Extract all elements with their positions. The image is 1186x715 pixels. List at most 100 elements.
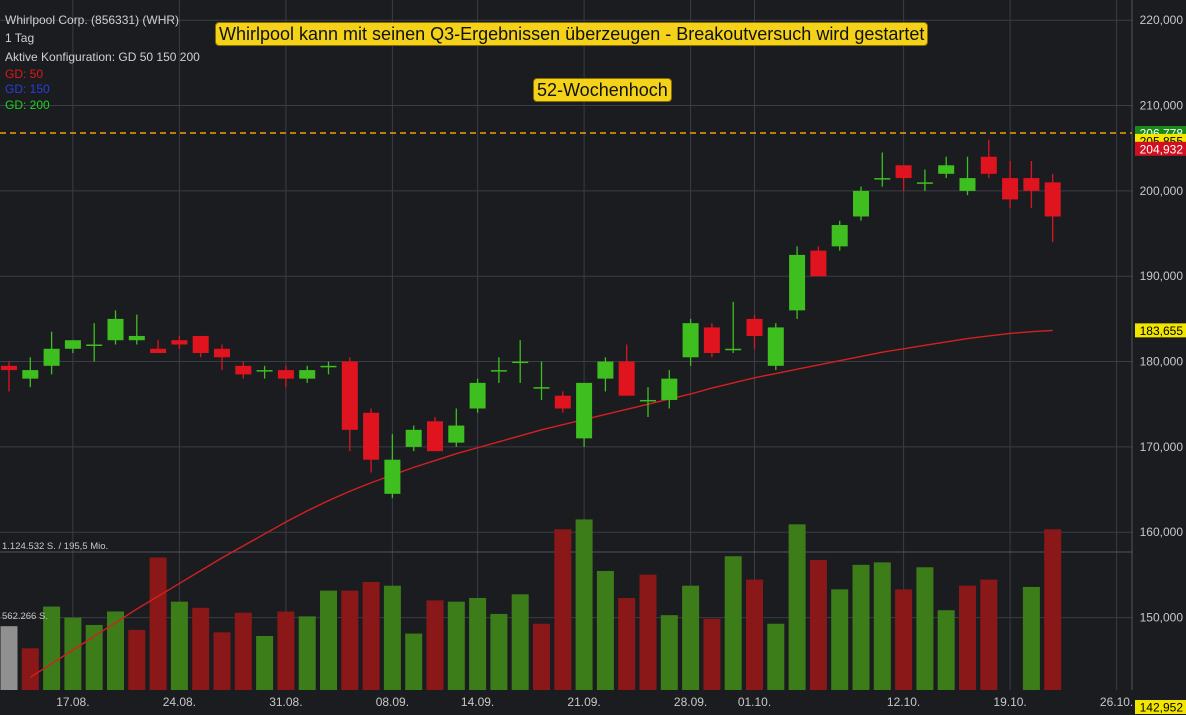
high-annotation: 52-Wochenhoch — [533, 78, 672, 102]
price-tick-label: 160,000 — [1140, 525, 1184, 539]
candle-body — [405, 429, 422, 447]
volume-bar — [809, 559, 827, 690]
instrument-title: Whirlpool Corp. (856331) (WHR) — [5, 13, 180, 27]
date-tick-label: 17.08. — [56, 695, 89, 709]
price-tag-label: 204,932 — [1140, 142, 1184, 156]
candle-body — [554, 395, 571, 409]
candle-body — [725, 348, 742, 351]
volume-bar — [511, 594, 529, 690]
volume-bar — [469, 597, 487, 690]
volume-max-label: 1.124.532 S. / 195,5 Mio. — [2, 541, 108, 552]
candle-body — [980, 156, 997, 174]
volume-bar — [724, 556, 742, 690]
candle-body — [703, 327, 720, 354]
date-tick-label: 01.10. — [738, 695, 771, 709]
candle-body — [1, 365, 17, 371]
candle-body — [938, 165, 955, 174]
volume-bar — [703, 618, 721, 690]
volume-bar — [895, 589, 913, 690]
candle-body — [107, 318, 124, 341]
price-tick-label: 170,000 — [1140, 440, 1184, 454]
ma200-legend: GD: 200 — [5, 98, 50, 112]
candle-body — [192, 335, 209, 354]
volume-bar — [192, 607, 210, 690]
volume-bar — [21, 648, 39, 690]
price-tick-label: 220,000 — [1140, 13, 1184, 27]
candle-body — [341, 361, 358, 430]
volume-bar — [596, 570, 614, 690]
candle-body — [789, 254, 806, 311]
candle-body — [640, 399, 656, 402]
volume-bar — [277, 611, 295, 690]
date-tick-label: 26.10. — [1100, 695, 1133, 709]
candle-body — [299, 370, 316, 379]
candle-body — [1002, 178, 1019, 200]
volume-bar — [383, 585, 401, 690]
price-tag-label: 142,952 — [1140, 701, 1184, 715]
price-tick-label: 150,000 — [1140, 611, 1184, 625]
volume-bar — [256, 636, 274, 690]
date-tick-label: 21.09. — [567, 695, 600, 709]
candle-body — [43, 348, 60, 366]
volume-bar — [916, 567, 934, 690]
candle-body — [618, 361, 635, 396]
volume-bar — [107, 611, 124, 690]
candle-body — [22, 370, 39, 379]
volume-bar — [767, 623, 785, 690]
date-tick-label: 24.08. — [163, 695, 196, 709]
price-tick-label: 190,000 — [1140, 269, 1184, 283]
volume-bar — [170, 601, 188, 690]
candle-body — [1023, 178, 1040, 191]
price-tick-label: 200,000 — [1140, 184, 1184, 198]
headline-annotation: Whirlpool kann mit seinen Q3-Ergebnissen… — [215, 22, 929, 46]
ma150-legend: GD: 150 — [5, 82, 50, 96]
candle-body — [277, 370, 294, 379]
candle-body — [959, 178, 976, 191]
volume-bar — [554, 529, 572, 690]
candle-body — [363, 412, 380, 460]
candle-body — [576, 382, 593, 439]
volume-bar — [746, 579, 763, 690]
candle-body — [746, 318, 763, 336]
candle-body — [767, 327, 784, 366]
volume-bar — [852, 564, 870, 690]
volume-bar — [320, 590, 337, 690]
volume-bar — [149, 557, 167, 690]
candle-body — [512, 361, 529, 364]
candle-body — [150, 348, 167, 354]
date-tick-label: 12.10. — [887, 695, 920, 709]
candle-body — [384, 459, 401, 494]
volume-bar — [1022, 586, 1040, 690]
date-tick-label: 19.10. — [993, 695, 1026, 709]
volume-bar — [447, 601, 465, 690]
volume-bar — [298, 616, 316, 690]
candle-body — [597, 361, 614, 379]
candle-body — [448, 425, 465, 443]
price-tag-box — [1135, 141, 1186, 156]
volume-bar — [234, 612, 252, 690]
candle-body — [490, 370, 507, 372]
candle-body — [320, 365, 337, 368]
candle-body — [469, 382, 486, 409]
volume-mid-label: 562.266 S. — [2, 611, 48, 622]
volume-bar — [831, 589, 849, 690]
volume-bar — [0, 626, 18, 690]
price-tick-label: 210,000 — [1140, 99, 1184, 113]
volume-bar — [682, 585, 700, 690]
candle-body — [86, 344, 103, 346]
volume-bar — [788, 524, 806, 690]
volume-bar — [660, 615, 678, 690]
interval-label: 1 Tag — [5, 31, 35, 45]
volume-bar — [575, 519, 593, 690]
price-tick-label: 180,000 — [1140, 355, 1184, 369]
candle-body — [256, 370, 273, 372]
price-tag-label: 183,655 — [1140, 324, 1184, 338]
date-tick-label: 31.08. — [269, 695, 302, 709]
volume-bar — [959, 585, 976, 690]
candle-body — [916, 182, 933, 184]
candle-body — [895, 165, 912, 179]
volume-bar — [980, 579, 998, 690]
volume-bar — [1044, 529, 1062, 690]
config-label: Aktive Konfiguration: GD 50 150 200 — [5, 50, 200, 64]
